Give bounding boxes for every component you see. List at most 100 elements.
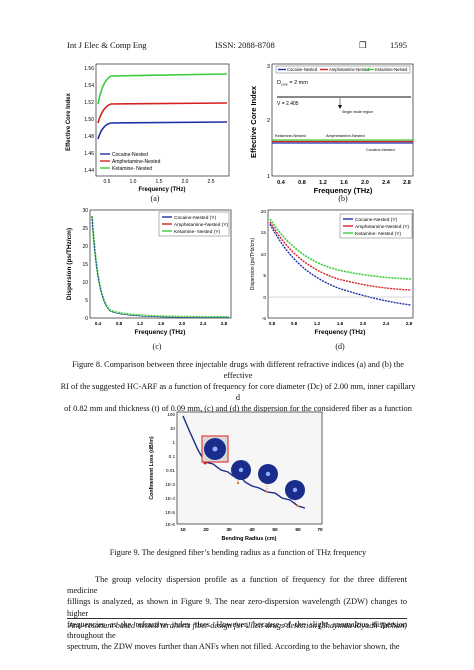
x-tick: 1.2 <box>319 180 327 186</box>
x-tick: 2.0 <box>361 180 369 186</box>
legend-amphetamine: Amphetamine-Nested (Y) <box>174 222 229 228</box>
figure-8d-chart: Dispersion (ps/THz/cm) -5 0 5 10 15 20 0… <box>250 209 414 336</box>
y-tick: 20 <box>82 244 88 250</box>
plot-frame <box>95 63 230 177</box>
legend: Cocaine-Nested (Y) Amphetamine-Nested (Y… <box>339 213 413 239</box>
x-tick: 0.8 <box>116 321 123 326</box>
cross-section-insets <box>201 435 305 508</box>
figure-8c-chart: Dispersion (ps/THz/cm) 0 5 10 15 20 25 3… <box>66 208 232 336</box>
amphetamine-annotation: Amphetamine-Nested <box>326 133 365 138</box>
x-tick: 2.4 <box>200 321 207 326</box>
y-tick: 20 <box>261 209 267 215</box>
y-tick: 0 <box>85 316 88 322</box>
x-tick: 2.8 <box>406 321 413 326</box>
x-tick: 1.0 <box>130 179 137 185</box>
y-axis-label: Effective Core Index <box>249 85 258 158</box>
x-tick: 70 <box>317 527 323 533</box>
cocaine-curve <box>97 121 228 140</box>
figure-8a: Effective Core Index 1.44 1.46 1.48 1.50… <box>63 60 241 203</box>
x-tick: 2.8 <box>403 180 411 186</box>
y-tick: 5 <box>263 273 266 279</box>
x-tick: 2.8 <box>221 321 228 326</box>
body-paragraph: The group velocity dispersion profile as… <box>67 574 407 652</box>
legend-ketamine: Ketamine- Nested (Y) <box>355 231 402 237</box>
x-axis-label: Bending Radius (cm) <box>221 536 276 542</box>
y-tick: 1 <box>267 174 270 180</box>
x-tick: 2.4 <box>383 321 390 326</box>
x-axis-label: Frequency (THz) <box>315 329 366 336</box>
legend: Cocaine-Nested Amphetamine-Nested Ketami… <box>275 65 411 74</box>
figure-8c: Dispersion (ps/THz/cm) 0 5 10 15 20 25 3… <box>63 204 241 351</box>
legend-ketamine: Ketamine- Nested <box>112 166 152 172</box>
figure-8b-chart: Effective Core Index 1 2 3 0.4 0.8 1.2 1… <box>249 63 414 195</box>
x-tick: 0.4 <box>95 321 102 326</box>
y-tick: 25 <box>82 226 88 232</box>
single-mode-annotation: Single mode region <box>342 110 373 114</box>
y-tick: 1E-6 <box>165 522 175 527</box>
page-number: 1595 <box>390 40 407 50</box>
figure-8d: Dispersion (ps/THz/cm) -5 0 5 10 15 20 0… <box>248 204 418 351</box>
paragraph-line: frequencies as the refractive index rise… <box>67 619 407 641</box>
x-tick: 1.6 <box>340 180 348 186</box>
legend-amphetamine: Amphetamine-Nested (Y) <box>355 224 410 230</box>
issn: ISSN: 2088-8708 <box>215 40 275 50</box>
y-tick: 1.46 <box>84 151 94 157</box>
y-tick: 10 <box>170 426 176 431</box>
cocaine-dispersion-curve <box>91 216 230 318</box>
figure-8a-chart: Effective Core Index 1.44 1.46 1.48 1.50… <box>66 63 230 193</box>
cocaine-dispersion-curve <box>269 223 412 306</box>
legend-amphetamine: Amphetamine-Nested <box>329 67 370 72</box>
x-tick: 30 <box>226 527 232 533</box>
y-tick: 1.52 <box>84 100 94 106</box>
ketamine-dispersion-curve <box>269 218 412 280</box>
y-tick: 2 <box>267 118 270 124</box>
journal-name: Int J Elec & Comp Eng <box>67 40 147 50</box>
figure-9-chart: Confinement Loss (dB/m) 100 10 1 0.1 0.0… <box>149 411 323 542</box>
legend-amphetamine: Amphetamine-Nested <box>112 159 161 165</box>
box-icon: ❐ <box>359 40 367 50</box>
legend-cocaine: Cocaine-Nested <box>287 67 318 72</box>
y-tick: 1E-3 <box>165 482 175 487</box>
x-tick: 0.8 <box>269 321 276 326</box>
legend-ketamine: Ketamine-Nested <box>375 67 408 72</box>
y-axis-label: Confinement Loss (dB/m) <box>149 436 155 499</box>
y-tick: 10 <box>82 280 88 286</box>
legend-cocaine: Cocaine-Nested (Y) <box>174 215 217 221</box>
paragraph-line: spectrum, the ZDW moves further than ANF… <box>67 642 400 652</box>
ketamine-curve <box>97 73 228 105</box>
y-tick: 1.44 <box>84 168 94 174</box>
panel-label-b: (b) <box>338 194 348 203</box>
amphetamine-dispersion-curve <box>269 221 412 291</box>
x-tick: 0.8 <box>291 321 298 326</box>
y-tick: 15 <box>261 230 267 236</box>
ketamine-annotation: Ketamine-Nested <box>275 133 306 138</box>
y-tick: -5 <box>262 316 267 322</box>
y-tick: 1.56 <box>84 66 94 72</box>
x-tick: 0.8 <box>298 180 306 186</box>
x-tick: 1.6 <box>158 321 165 326</box>
y-tick: 1.54 <box>84 83 94 89</box>
paragraph-line: fillings is analyzed, as shown in Figure… <box>67 597 407 618</box>
x-tick: 10 <box>180 527 186 533</box>
y-tick: 1E-4 <box>165 496 175 501</box>
x-tick: 2.0 <box>179 321 186 326</box>
figure-8b: Effective Core Index 1 2 3 0.4 0.8 1.2 1… <box>248 60 418 203</box>
x-tick: 20 <box>203 527 209 533</box>
figure-9: Confinement Loss (dB/m) 100 10 1 0.1 0.0… <box>145 408 330 543</box>
x-axis-label: Frequency (THz) <box>135 329 186 336</box>
legend-ketamine: Ketamine- Nested (Y) <box>174 229 221 235</box>
v-annotation: V = 2.405 <box>277 101 299 107</box>
page-footer: Anti-resonant based nested terahertz fib… <box>67 618 407 630</box>
x-axis-label: Frequency (THz) <box>138 187 185 193</box>
legend: Cocaine-Nested (Y) Amphetamine-Nested (Y… <box>158 211 230 237</box>
figure-9-caption: Figure 9. The designed fiber’s bending r… <box>109 548 367 557</box>
x-tick: 2.0 <box>182 179 189 185</box>
y-tick: 1E-5 <box>165 510 175 515</box>
x-tick: 40 <box>249 527 255 533</box>
y-tick: 1.48 <box>84 134 94 140</box>
x-tick: 50 <box>272 527 278 533</box>
y-axis-label: Dispersion (ps/THz/cm) <box>250 238 256 291</box>
x-tick: 1.2 <box>314 321 321 326</box>
y-tick: 1.50 <box>84 117 94 123</box>
legend: Cocaine-Nested Amphetamine-Nested Ketami… <box>100 152 161 172</box>
